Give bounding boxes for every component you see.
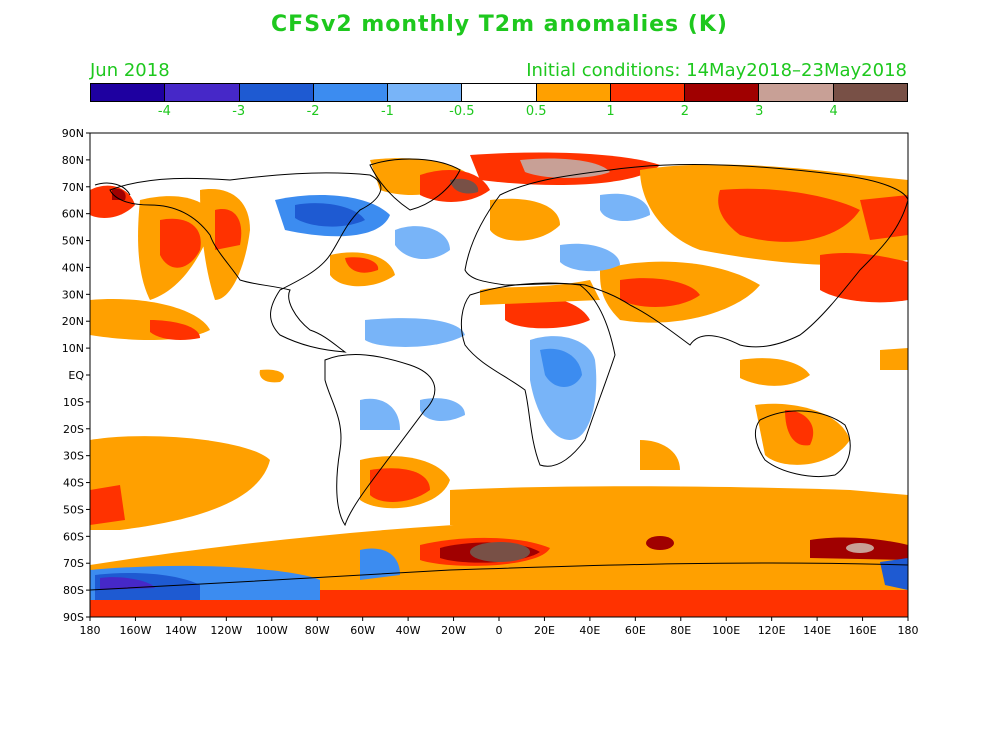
lat-label: 50S	[63, 503, 84, 516]
colorbar-label: -1	[380, 104, 394, 119]
lon-label: 180	[898, 624, 919, 637]
lat-label: 20N	[62, 315, 84, 328]
lat-label: 90N	[62, 127, 84, 140]
colorbar-labels: -4 -3 -2 -1 -0.5 0.5 1 2 3 4	[90, 104, 908, 122]
lat-label: 50N	[62, 235, 84, 248]
lon-label: 60W	[350, 624, 375, 637]
colorbar-label: 2	[680, 104, 690, 119]
colorbar-label: -3	[232, 104, 246, 119]
lon-label: 0	[496, 624, 503, 637]
lat-label: 10S	[63, 396, 84, 409]
lon-label: 160W	[120, 624, 152, 637]
lat-label: 80S	[63, 584, 84, 597]
initial-conditions-label: Initial conditions: 14May2018–23May2018	[526, 60, 907, 81]
lon-label: 180	[80, 624, 101, 637]
lon-label: 100E	[712, 624, 740, 637]
lat-label: 20S	[63, 423, 84, 436]
lat-label: 70N	[62, 181, 84, 194]
lon-label: 140E	[803, 624, 831, 637]
colorbar-label: 1	[606, 104, 615, 119]
lon-label: 20W	[441, 624, 466, 637]
lat-label: 90S	[63, 611, 84, 624]
lon-label: 40E	[579, 624, 600, 637]
lat-label: 40S	[63, 477, 84, 490]
colorbar-label: -0.5	[449, 104, 475, 119]
colorbar	[90, 83, 908, 102]
lon-label: 160E	[849, 624, 877, 637]
lon-label: 120E	[758, 624, 786, 637]
latitude-axis: 90N 80N 70N 60N 50N 40N 30N 20N 10N EQ 10S 20S 30S 40…	[62, 127, 90, 624]
lat-label: 40N	[62, 261, 84, 274]
chart-title: CFSv2 monthly T2m anomalies (K)	[271, 12, 728, 37]
colorbar-label: -4	[157, 104, 171, 119]
lat-label: EQ	[68, 369, 84, 382]
coastlines	[90, 158, 908, 591]
colorbar-label: -2	[306, 104, 320, 119]
valid-month-label: Jun 2018	[90, 60, 170, 81]
colorbar-swatch	[165, 84, 240, 101]
lat-label: 80N	[62, 154, 84, 167]
lon-label: 40W	[396, 624, 421, 637]
anomaly-field	[90, 152, 908, 617]
colorbar-swatch	[239, 84, 314, 101]
colorbar-swatch	[462, 84, 537, 101]
lat-label: 60N	[62, 208, 84, 221]
lon-label: 20E	[534, 624, 555, 637]
lon-label: 60E	[625, 624, 646, 637]
colorbar-swatch	[685, 84, 760, 101]
colorbar-swatch	[388, 84, 463, 101]
colorbar-swatch	[833, 84, 907, 101]
colorbar-swatch	[91, 84, 166, 101]
lat-label: 30S	[63, 450, 84, 463]
colorbar-label: 4	[829, 104, 838, 119]
lat-label: 30N	[62, 288, 84, 301]
lat-label: 70S	[63, 557, 84, 570]
lon-label: 120W	[210, 624, 242, 637]
lat-label: 60S	[63, 530, 84, 543]
lon-label: 80W	[305, 624, 330, 637]
lat-label: 10N	[62, 342, 84, 355]
longitude-axis: 180 160W 140W 120W 100W 80W 60W 40W 20W 0 20E 40E 60…	[80, 617, 919, 637]
colorbar-label: 0.5	[525, 104, 547, 119]
colorbar-swatch	[759, 84, 834, 101]
lon-label: 80E	[670, 624, 691, 637]
lon-label: 100W	[256, 624, 288, 637]
colorbar-swatch	[536, 84, 611, 101]
colorbar-label: 3	[755, 104, 764, 119]
colorbar-swatch	[313, 84, 389, 101]
colorbar-swatch	[610, 84, 686, 101]
lon-label: 140W	[165, 624, 197, 637]
